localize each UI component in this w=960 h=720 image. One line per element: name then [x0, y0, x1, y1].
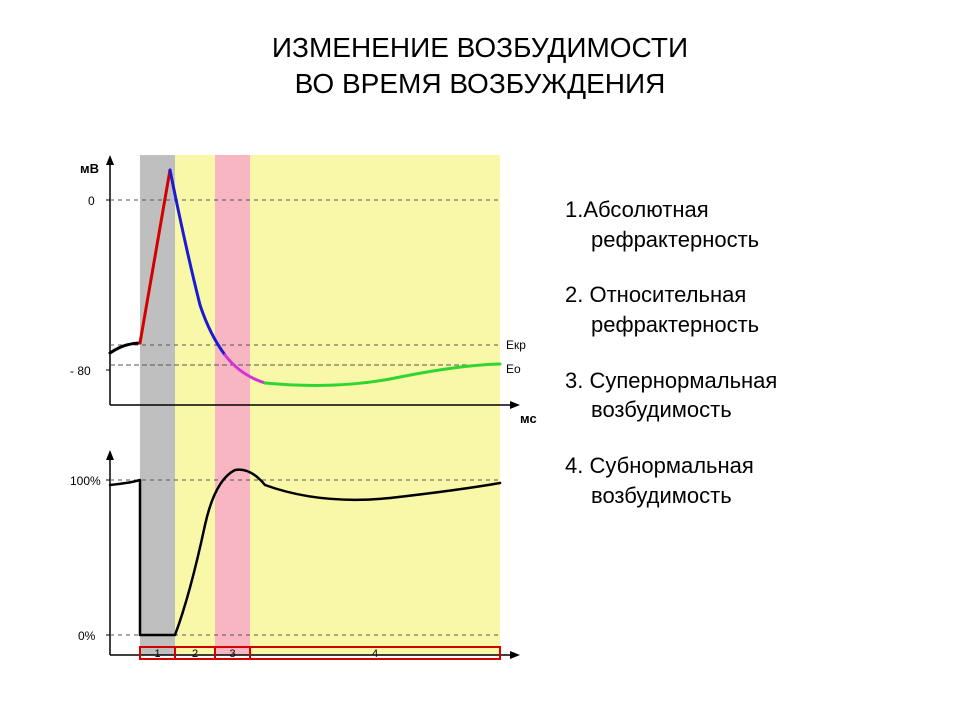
legend-item-3: 3. Супернормальная возбудимость: [565, 366, 945, 425]
svg-text:мВ: мВ: [80, 161, 99, 176]
legend-num: 2.: [565, 282, 583, 307]
svg-text:100%: 100%: [70, 474, 101, 488]
svg-text:1: 1: [154, 648, 160, 660]
legend-sub: рефрактерность: [565, 310, 945, 340]
legend-text: Абсолютная: [583, 197, 708, 222]
chart-container: мВ мс 0 Екр Ео - 80 100% 0% 1 2 3 4: [40, 155, 540, 685]
slide-title: ИЗМЕНЕНИЕ ВОЗБУДИМОСТИ ВО ВРЕМЯ ВОЗБУЖДЕ…: [0, 30, 960, 103]
action-potential-chart: мВ мс 0 Екр Ео - 80 100% 0% 1 2 3 4: [40, 155, 540, 685]
legend-num: 4.: [565, 453, 583, 478]
svg-text:- 80: - 80: [70, 364, 91, 378]
svg-text:0%: 0%: [78, 629, 96, 643]
legend-item-2: 2. Относительная рефрактерность: [565, 280, 945, 339]
legend-text: Субнормальная: [589, 453, 753, 478]
svg-text:0: 0: [88, 194, 95, 208]
svg-text:мс: мс: [520, 411, 537, 426]
legend-sub: возбудимость: [565, 481, 945, 511]
legend-text: Супернормальная: [589, 368, 777, 393]
legend-sub: рефрактерность: [565, 225, 945, 255]
legend-item-1: 1.Абсолютная рефрактерность: [565, 195, 945, 254]
title-line-2: ВО ВРЕМЯ ВОЗБУЖДЕНИЯ: [295, 68, 666, 99]
title-line-1: ИЗМЕНЕНИЕ ВОЗБУДИМОСТИ: [272, 32, 688, 63]
legend-text: Относительная: [589, 282, 746, 307]
legend-num: 1.: [565, 197, 583, 222]
svg-text:3: 3: [229, 648, 235, 660]
legend-item-4: 4. Субнормальная возбудимость: [565, 451, 945, 510]
svg-text:2: 2: [192, 648, 198, 660]
legend-num: 3.: [565, 368, 583, 393]
svg-text:Ео: Ео: [506, 362, 521, 376]
legend-sub: возбудимость: [565, 395, 945, 425]
legend-list: 1.Абсолютная рефрактерность 2. Относител…: [565, 195, 945, 537]
svg-text:Екр: Екр: [506, 338, 526, 352]
svg-text:4: 4: [372, 648, 378, 660]
